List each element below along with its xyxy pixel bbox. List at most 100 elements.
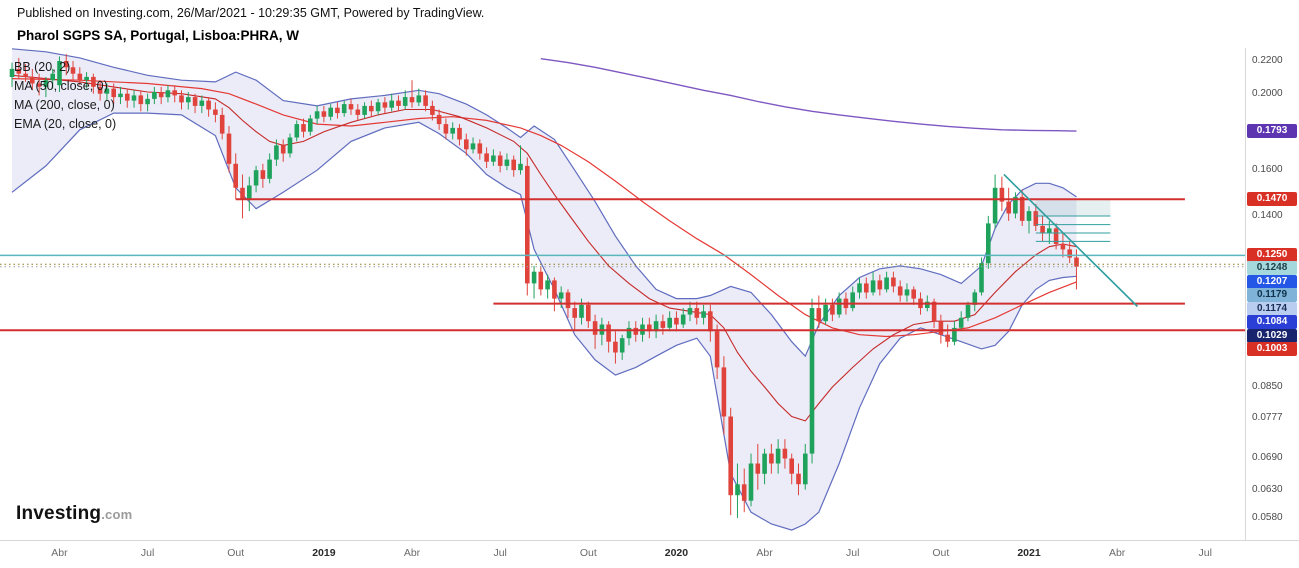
candle-body (145, 98, 150, 105)
time-label-month[interactable]: Out (579, 547, 597, 559)
price-tag: 0.1003 (1247, 342, 1297, 357)
candle-body (63, 61, 69, 68)
bollinger-upper-line (11, 48, 1077, 358)
price-tick: 0.2000 (1252, 87, 1283, 99)
trendline[interactable] (1003, 173, 1139, 308)
candle-body (552, 280, 557, 299)
time-label-month[interactable]: Out (932, 547, 950, 559)
candle-body (436, 114, 442, 125)
candle-body (470, 143, 476, 150)
candle-body (999, 187, 1005, 202)
candle-body (958, 317, 964, 328)
candle-body (179, 95, 184, 103)
candle-body (301, 124, 306, 132)
candle-body (36, 83, 42, 87)
time-label-year[interactable]: 2020 (664, 547, 689, 559)
candle-body (97, 86, 103, 94)
candle-body (741, 484, 747, 501)
legend-item-bb[interactable]: BB (20, 2) (14, 60, 71, 74)
candle-body (165, 90, 171, 98)
legend-item-ma200[interactable]: MA (200, close, 0) (14, 98, 115, 112)
price-axis[interactable]: 0.2200 0.2000 0.1600 0.1400 0.0850 0.0777 0.06… (1245, 48, 1299, 540)
candle-body (1067, 249, 1072, 258)
legend-item-ema20[interactable]: EMA (20, close, 0) (14, 117, 117, 131)
supply-zone[interactable] (1035, 199, 1111, 216)
price-tick: 0.0690 (1252, 452, 1283, 464)
candle-body (952, 327, 957, 342)
time-label-month[interactable]: Abr (51, 547, 68, 559)
candle-body (701, 311, 706, 318)
time-label-year[interactable]: 2021 (1017, 547, 1041, 559)
candle-body (1006, 201, 1011, 214)
candle-body (653, 321, 659, 332)
candle-body (158, 92, 164, 98)
candle-body (138, 95, 144, 105)
candle-body (945, 334, 950, 342)
time-label-month[interactable]: Out (227, 547, 245, 559)
candle-body (762, 453, 767, 474)
candle-body (619, 338, 625, 353)
candle-body (355, 109, 361, 115)
instrument-title: Pharol SGPS SA, Portugal, Lisboa:PHRA, W (17, 28, 300, 43)
time-label-month[interactable]: Jul (846, 547, 860, 559)
candle-body (823, 304, 828, 322)
candle-body (674, 317, 679, 325)
candle-body (735, 484, 740, 496)
candle-body (836, 298, 842, 315)
candle-body (280, 145, 286, 154)
bollinger-fill (12, 48, 1077, 531)
time-label-month[interactable]: Abr (403, 547, 421, 559)
candle-body (362, 105, 367, 115)
time-label-year[interactable]: 2019 (312, 547, 336, 559)
legend-item-ma50[interactable]: MA (50, close, 0) (14, 79, 108, 93)
time-label-month[interactable]: Jul (1198, 547, 1212, 559)
candle-body (680, 314, 686, 325)
candle-body (335, 107, 340, 114)
investing-logo: Investing.com (16, 503, 132, 525)
price-tick: 0.1400 (1252, 209, 1283, 221)
candle-body (1060, 244, 1066, 250)
candle-body (979, 263, 984, 293)
time-label-month[interactable]: Abr (1108, 547, 1126, 559)
ma200-line (540, 58, 1077, 132)
candle-body (308, 118, 313, 132)
candle-body (152, 92, 157, 99)
time-label-month[interactable]: Jul (140, 547, 155, 559)
price-tag: 0.1470 (1247, 192, 1297, 207)
time-label-month[interactable]: Abr (756, 547, 773, 559)
candle-body (464, 139, 469, 150)
candle-body (186, 97, 191, 103)
candle-body (531, 271, 537, 284)
candle-body (965, 304, 971, 318)
candle-body (402, 97, 408, 106)
chart-header: Published on Investing.com, 26/Mar/2021 … (17, 6, 484, 43)
candle-body (911, 289, 916, 299)
candle-body (50, 73, 55, 81)
price-tag: 0.1207 (1247, 274, 1297, 289)
candle-body (274, 145, 279, 160)
price-tag: 0.1248 (1247, 261, 1297, 276)
candle-body (125, 93, 130, 101)
candle-body (633, 327, 639, 335)
candle-body (545, 280, 550, 290)
candle-body (647, 324, 652, 332)
candle-body (77, 73, 83, 81)
candle-body (931, 301, 937, 322)
candle-body (904, 289, 910, 296)
time-axis[interactable]: Abr Jul Out 2019 Abr Jul Out 2020 Abr Jul Out 2021 A… (0, 540, 1299, 568)
candle-body (775, 448, 781, 464)
published-line: Published on Investing.com, 26/Mar/2021 … (17, 6, 485, 20)
candle-body (830, 304, 835, 315)
candle-body (925, 301, 930, 308)
price-tick: 0.0630 (1252, 483, 1283, 495)
candle-body (755, 463, 761, 474)
price-tag: 0.1179 (1247, 288, 1297, 303)
price-tick: 0.2200 (1252, 54, 1283, 66)
candle-body (721, 367, 727, 417)
candle-body (938, 321, 944, 335)
candle-body (1053, 228, 1059, 244)
time-label-month[interactable]: Jul (493, 547, 507, 559)
candle-body (341, 104, 347, 114)
candle-body (992, 187, 998, 224)
